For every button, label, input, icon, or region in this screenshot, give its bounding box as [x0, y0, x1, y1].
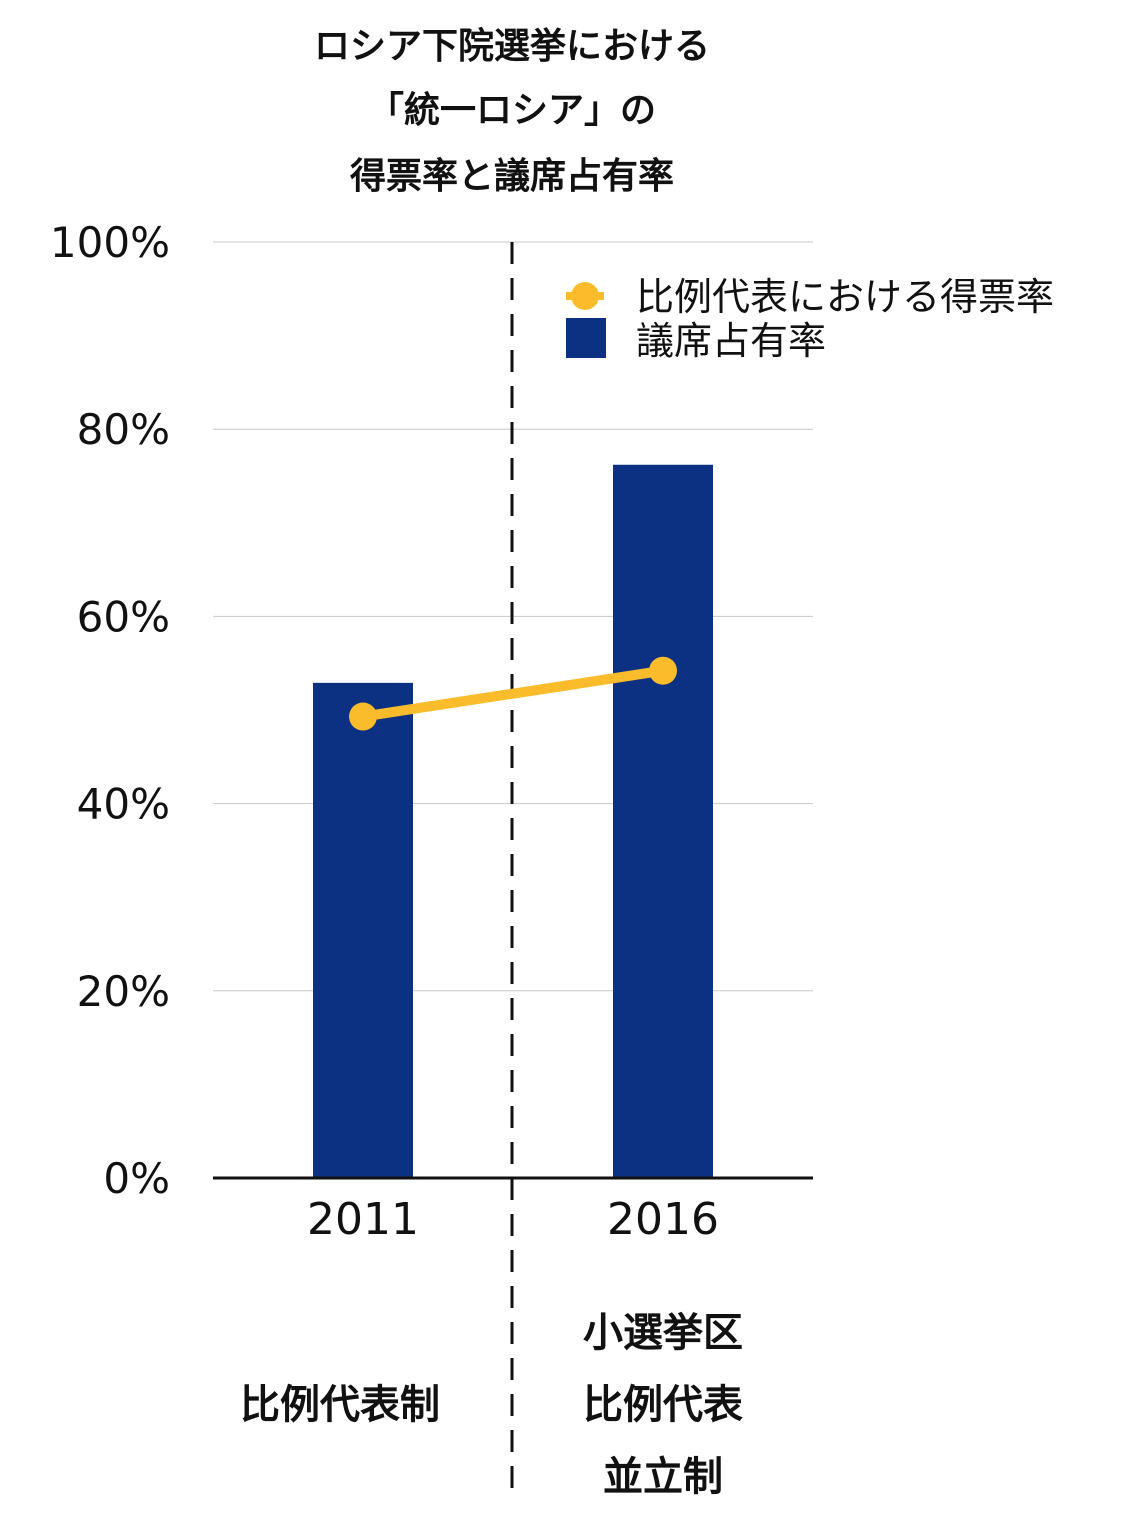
legend-bar-swatch — [566, 318, 606, 358]
y-tick-label: 40% — [77, 780, 170, 829]
x-tick-label: 2016 — [607, 1194, 719, 1245]
y-tick-label: 80% — [77, 405, 170, 454]
electoral-system-label: 並立制 — [603, 1454, 723, 1500]
vote-share-point-2011 — [349, 702, 377, 731]
legend-label: 比例代表における得票率 — [636, 275, 1054, 319]
chart-title-line: 得票率と議席占有率 — [350, 156, 674, 197]
x-axis: 2011 2016 — [307, 1194, 719, 1245]
bar-series — [313, 464, 713, 1178]
bar-2011 — [313, 682, 413, 1178]
vote-share-line — [358, 665, 668, 722]
y-tick-label: 100% — [50, 218, 170, 267]
y-axis: 0% 20% 40% 60% 80% 100% — [50, 218, 170, 1203]
chart-title-line: ロシア下院選挙における — [314, 26, 710, 67]
y-tick-label: 0% — [103, 1154, 170, 1203]
y-tick-label: 20% — [77, 967, 170, 1016]
bar-2016 — [613, 464, 713, 1178]
vote-share-point-2016 — [649, 656, 677, 685]
legend-marker-swatch — [571, 282, 599, 310]
line-series — [349, 656, 677, 731]
electoral-system-label: 比例代表 — [583, 1382, 743, 1428]
electoral-system-label: 小選挙区 — [583, 1310, 743, 1356]
chart-title-line: 「統一ロシア」の — [368, 90, 656, 131]
legend-label: 議席占有率 — [636, 319, 826, 363]
y-tick-label: 60% — [77, 592, 170, 641]
electoral-system-label: 比例代表制 — [240, 1382, 440, 1428]
x-tick-label: 2011 — [307, 1194, 419, 1245]
